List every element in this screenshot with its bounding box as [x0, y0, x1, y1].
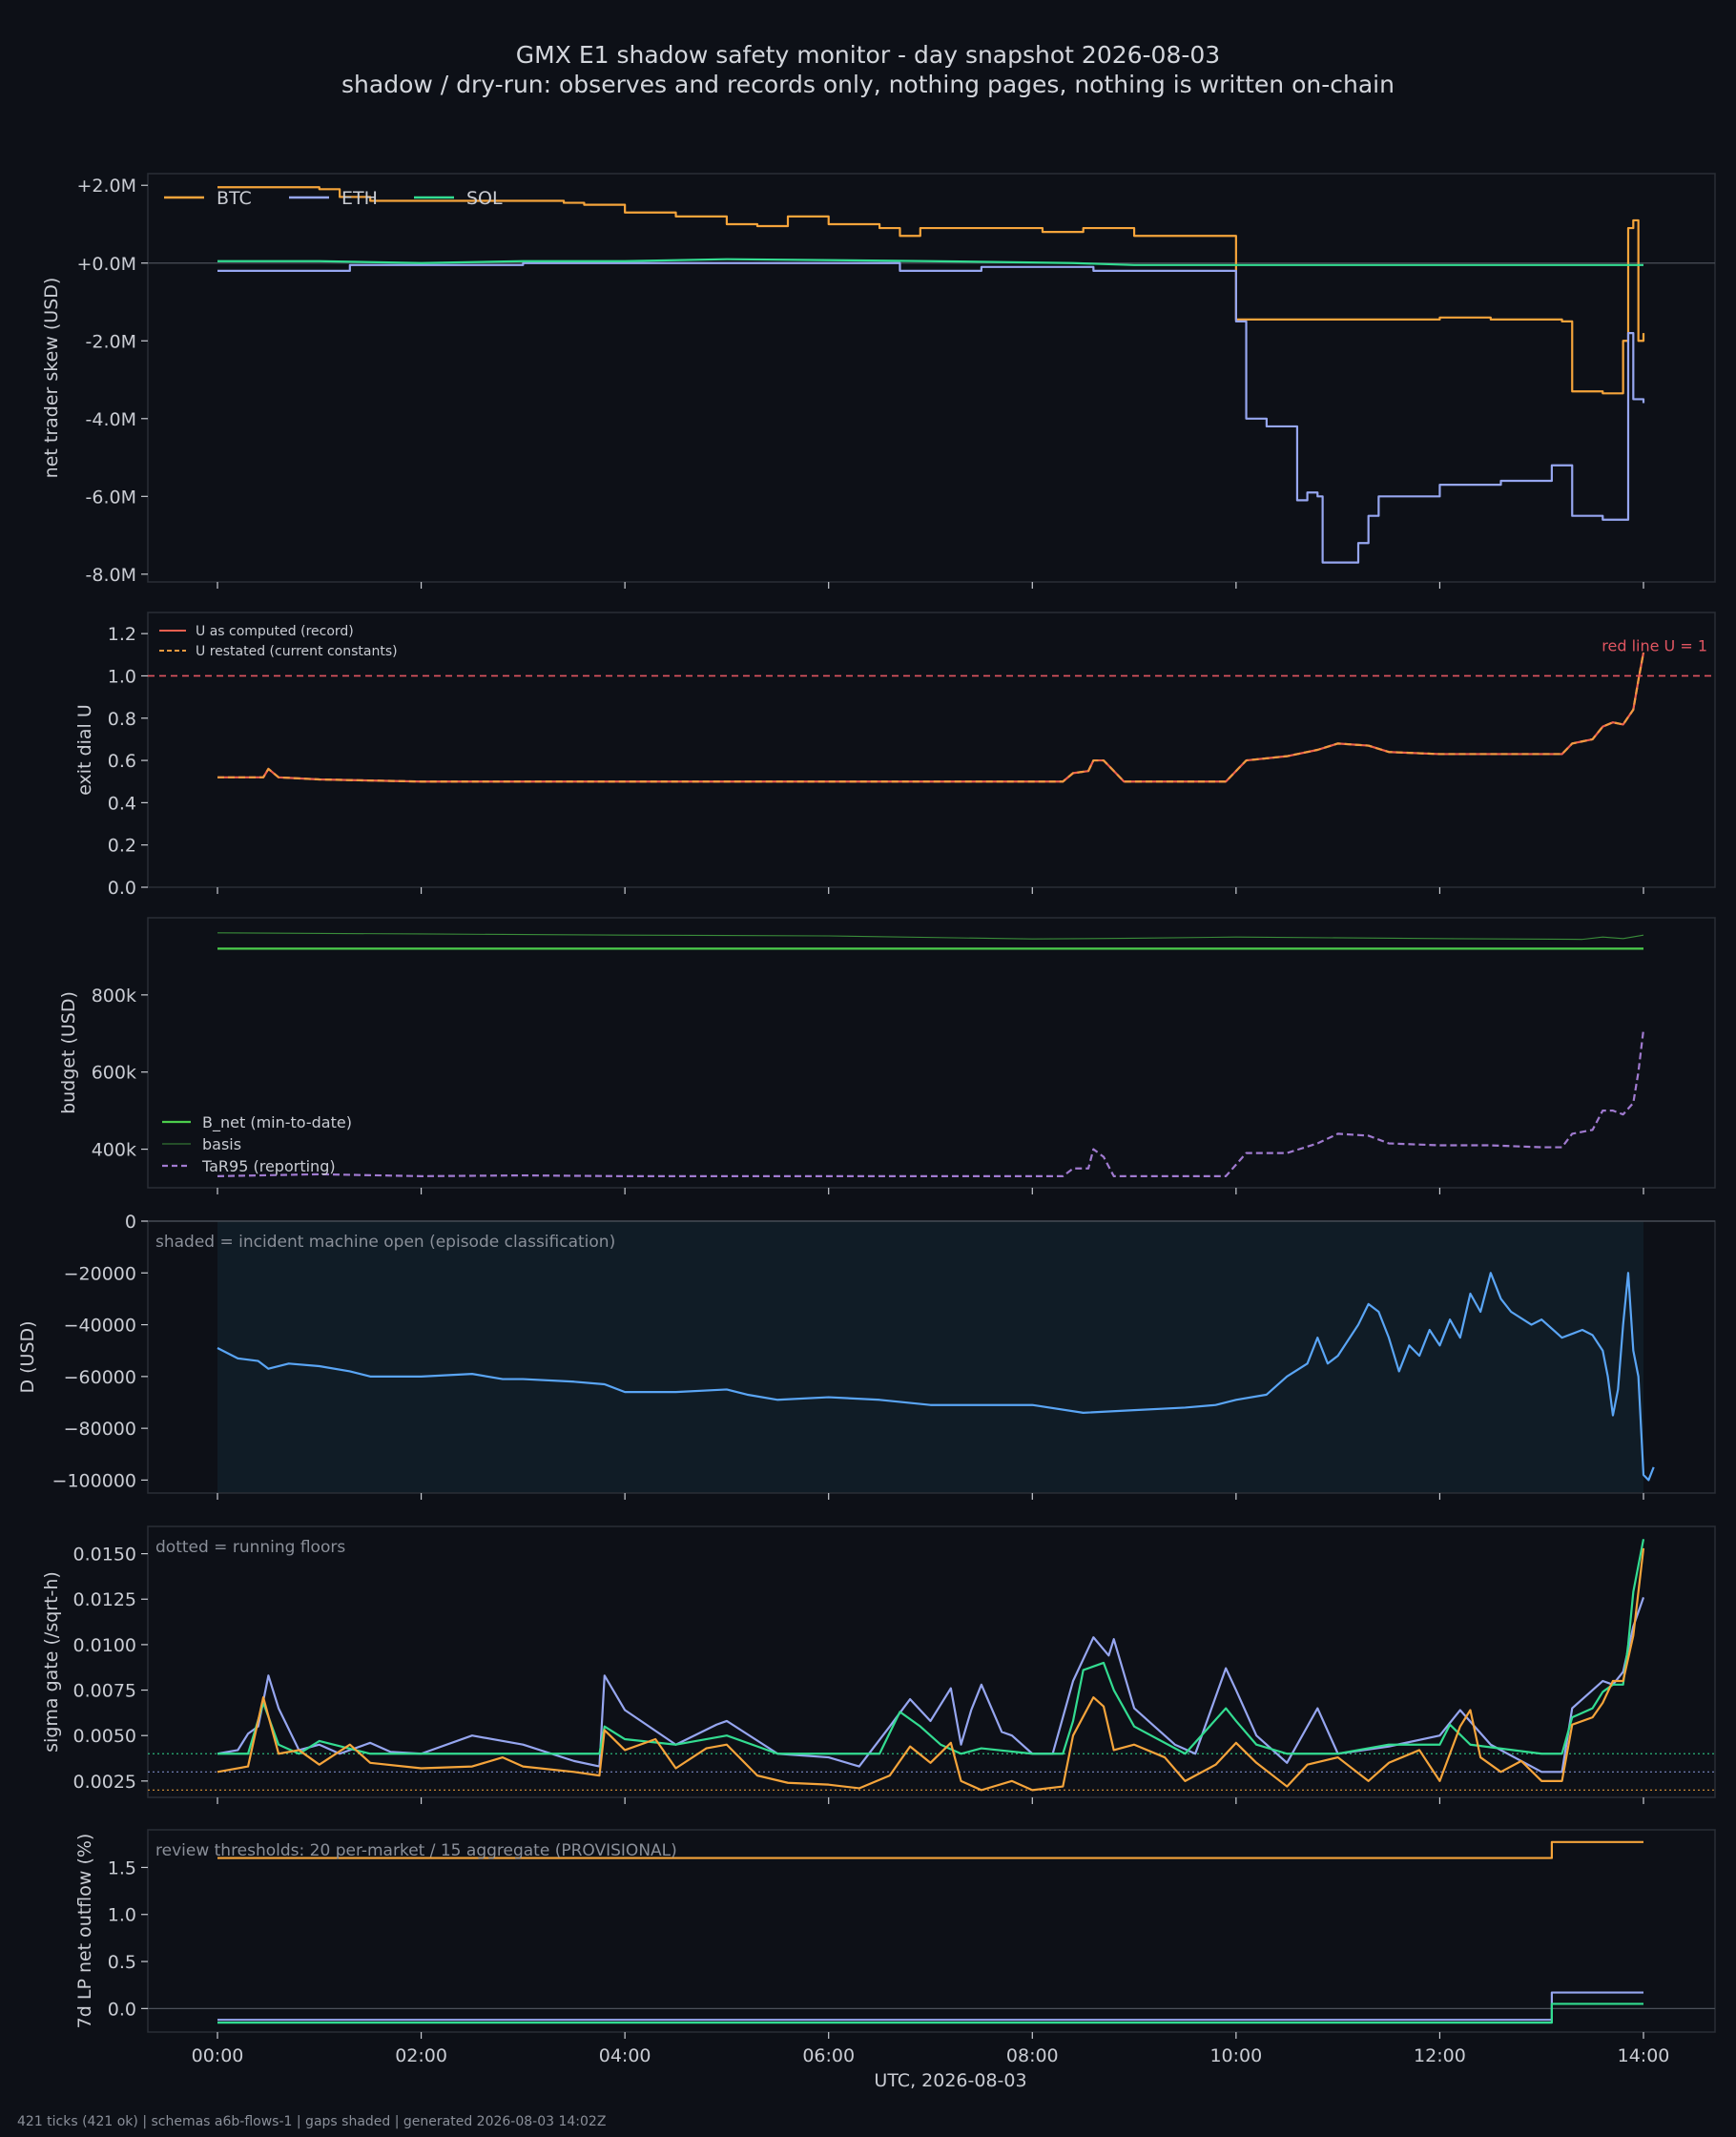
panel-frame	[147, 173, 1716, 583]
y-axis-label: net trader skew (USD)	[41, 278, 62, 479]
series-line-btc	[217, 1840, 1643, 1859]
y-axis-label: 7d LP net outflow (%)	[74, 1834, 95, 2029]
series-line-tar95	[217, 1029, 1645, 1177]
y-tick-label: -4.0M	[86, 409, 136, 430]
y-tick-label: 800k	[92, 986, 136, 1006]
y-tick-label: 400k	[92, 1140, 136, 1161]
legend-label-sol: SOL	[466, 188, 503, 209]
series-group	[217, 1539, 1645, 1792]
y-axis-label: budget (USD)	[58, 991, 79, 1114]
footer-status: 421 ticks (421 ok) | schemas a6b-flows-1…	[17, 2114, 606, 2129]
x-tick-label: 06:00	[802, 2045, 855, 2066]
y-tick-label: -8.0M	[86, 565, 136, 586]
x-tick-label: 10:00	[1209, 2045, 1262, 2066]
x-tick-label: 12:00	[1414, 2045, 1466, 2066]
y-tick-label: 600k	[92, 1063, 136, 1084]
series-group	[217, 652, 1645, 783]
legend-label: U restated (current constants)	[196, 644, 398, 659]
y-tick-label: 0.8	[108, 709, 136, 730]
series-line-u	[217, 652, 1645, 783]
y-tick-label: 0.6	[108, 751, 136, 772]
y-tick-label: 0	[125, 1212, 136, 1233]
x-tick-label: 04:00	[599, 2045, 651, 2066]
series-line-eth	[217, 1991, 1643, 2022]
figure-subtitle: shadow / dry-run: observes and records o…	[341, 71, 1395, 98]
figure-title: GMX E1 shadow safety monitor - day snaps…	[516, 41, 1220, 69]
y-tick-label: 1.0	[108, 666, 136, 687]
y-tick-label: 1.5	[108, 1857, 136, 1878]
panel-1: +2.0M +0.0M -2.0M -4.0M -6.0M -8.0M net trader…	[41, 173, 1716, 589]
panel-frame	[147, 917, 1716, 1189]
y-tick-label: 0.0	[108, 878, 136, 899]
legend-label: TaR95 (reporting)	[201, 1157, 336, 1175]
y-tick-label: 0.4	[108, 793, 136, 814]
x-tick-label: 14:00	[1618, 2045, 1670, 2066]
series-line-u	[217, 652, 1645, 783]
panel-frame	[147, 612, 1716, 888]
y-tick-label: 0.2	[108, 836, 136, 857]
y-tick-label: 1.2	[108, 624, 136, 645]
y-tick-label: 0.0025	[73, 1772, 136, 1793]
series-line-d	[217, 1272, 1655, 1482]
y-tick-label: 0.0100	[73, 1635, 136, 1656]
y-tick-label: −80000	[64, 1419, 136, 1440]
y-axis-label: exit dial U	[74, 704, 95, 796]
y-tick-label: -2.0M	[86, 331, 136, 352]
y-tick-label: −100000	[52, 1470, 136, 1491]
series-line-sol	[217, 258, 1643, 266]
panel-note: dotted = running floors	[155, 1538, 345, 1557]
x-axis-label: UTC, 2026-08-03	[874, 2070, 1026, 2091]
y-tick-label: +0.0M	[76, 254, 136, 275]
y-tick-label: 0.0150	[73, 1545, 136, 1566]
panel-frame	[147, 1829, 1716, 2033]
x-tick-label: 08:00	[1006, 2045, 1059, 2066]
series-line-sol	[217, 2002, 1643, 2024]
y-tick-label: 0.0050	[73, 1726, 136, 1747]
y-tick-label: −60000	[64, 1367, 136, 1388]
panel-6: 0.0 0.5 1.0 1.5 00:00 02:00 04:00 06:00 08:00 10:…	[74, 1829, 1716, 2091]
y-tick-label: +2.0M	[76, 176, 136, 197]
series-line-eth	[217, 261, 1645, 564]
incident-shade	[217, 1221, 1643, 1493]
panel-frame	[147, 1525, 1716, 1798]
series-line-btc	[217, 186, 1645, 395]
y-tick-label: -6.0M	[86, 487, 136, 508]
y-tick-label: 1.0	[108, 1905, 136, 1926]
legend-label-btc: BTC	[217, 188, 252, 209]
panel-4: 0 −20000 −40000 −60000 −80000 −100000 D (USD) s…	[17, 1212, 1716, 1500]
panel-5: 0.0025 0.0050 0.0075 0.0100 0.0125 0.0150 sigm…	[41, 1525, 1716, 1804]
y-tick-label: 0.0	[108, 1999, 136, 2020]
y-tick-label: −40000	[64, 1316, 136, 1337]
series-line-btc	[217, 1547, 1645, 1792]
panel-3: 400k 600k 800k budget (USD) B_net (min-to-da…	[58, 917, 1716, 1194]
legend-label: B_net (min-to-date)	[202, 1113, 352, 1132]
series-group	[217, 1272, 1655, 1482]
legend-label: basis	[202, 1135, 241, 1153]
x-tick-label: 00:00	[192, 2045, 244, 2066]
y-tick-label: 0.5	[108, 1952, 136, 1973]
legend-label: U as computed (record)	[196, 624, 354, 639]
y-tick-label: 0.0125	[73, 1589, 136, 1610]
series-line-sol	[217, 1539, 1645, 1755]
panel-2: 0.0 0.2 0.4 0.6 0.8 1.0 1.2 exit dial U red line…	[74, 612, 1716, 899]
panel-note: shaded = incident machine open (episode …	[155, 1233, 615, 1252]
series-line-eth	[217, 1596, 1645, 1774]
chart-panels: +2.0M +0.0M -2.0M -4.0M -6.0M -8.0M net trader…	[17, 173, 1716, 2091]
series-group	[217, 932, 1645, 1177]
y-tick-label: 0.0075	[73, 1681, 136, 1702]
y-tick-label: −20000	[64, 1263, 136, 1284]
series-group	[217, 186, 1645, 564]
x-tick-label: 02:00	[395, 2045, 447, 2066]
series-line-basis	[217, 932, 1644, 941]
y-axis-label: D (USD)	[17, 1320, 38, 1393]
y-axis-label: sigma gate (/sqrt-h)	[41, 1571, 62, 1753]
series-group	[217, 1840, 1643, 2024]
panel-note: review thresholds: 20 per-market / 15 ag…	[155, 1841, 677, 1860]
red-line-annotation: red line U = 1	[1602, 636, 1707, 654]
legend-label-eth: ETH	[341, 188, 378, 209]
